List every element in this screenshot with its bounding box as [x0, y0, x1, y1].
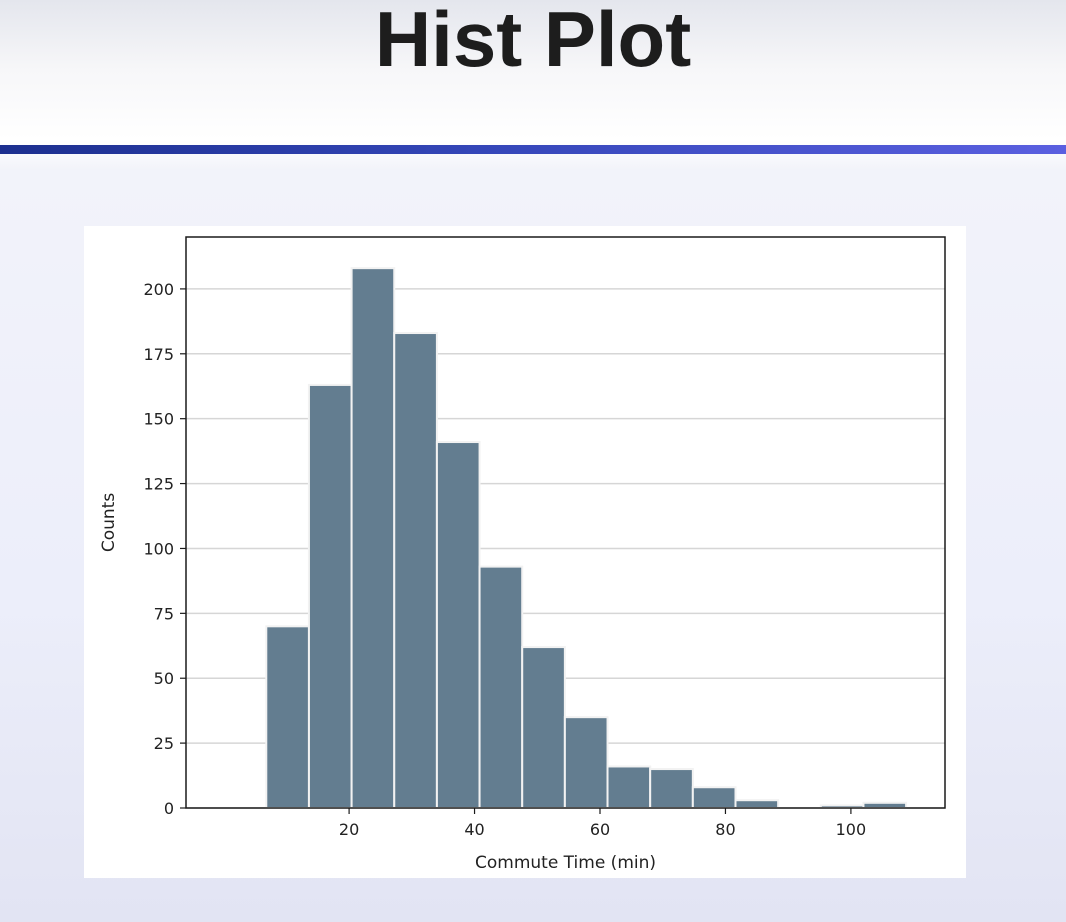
histogram-bar — [307, 383, 353, 809]
y-axis-label: Counts — [99, 493, 119, 552]
slide-title: Hist Plot — [374, 0, 692, 83]
y-tick-label: 100 — [143, 539, 174, 558]
histogram-bar — [350, 267, 396, 810]
histogram-chart: 20 40 60 80 100 0 25 50 75 100 125 150 175 200 Commu… — [99, 236, 946, 873]
histogram-bars — [265, 267, 908, 810]
plot-frame — [185, 236, 946, 809]
histogram-bar — [393, 332, 438, 809]
y-tick-label: 0 — [164, 799, 174, 818]
histogram-bar — [435, 441, 481, 809]
y-tick-label: 125 — [143, 475, 174, 494]
histogram-bar — [862, 801, 908, 809]
y-tick-label: 175 — [143, 345, 174, 364]
y-tick-label: 150 — [143, 410, 174, 429]
x-tick-label: 100 — [836, 820, 867, 839]
chart-panel: 20 40 60 80 100 0 25 50 75 100 125 150 175 200 Commu… — [84, 226, 966, 878]
x-axis-label: Commute Time (min) — [475, 853, 656, 873]
title-divider — [0, 145, 1066, 154]
histogram-bar — [734, 799, 780, 809]
histogram-bar — [478, 565, 524, 810]
y-tick-label: 25 — [154, 734, 174, 753]
x-tick-label: 20 — [339, 820, 359, 839]
histogram-bar — [649, 768, 694, 809]
x-tick-label: 40 — [464, 820, 484, 839]
y-tick-label: 200 — [143, 280, 174, 299]
histogram-bar — [606, 765, 652, 809]
y-tick-label: 75 — [154, 604, 174, 623]
y-tick-label: 50 — [154, 669, 174, 688]
x-tick-label: 80 — [715, 820, 735, 839]
histogram-bar — [563, 716, 609, 809]
histogram-bar — [521, 646, 566, 809]
y-axis-ticks: 0 25 50 75 100 125 150 175 200 — [143, 280, 186, 818]
histogram-bar — [691, 786, 737, 810]
x-axis-ticks: 20 40 60 80 100 — [339, 808, 866, 839]
histogram-bar — [265, 625, 310, 809]
x-tick-label: 60 — [590, 820, 610, 839]
